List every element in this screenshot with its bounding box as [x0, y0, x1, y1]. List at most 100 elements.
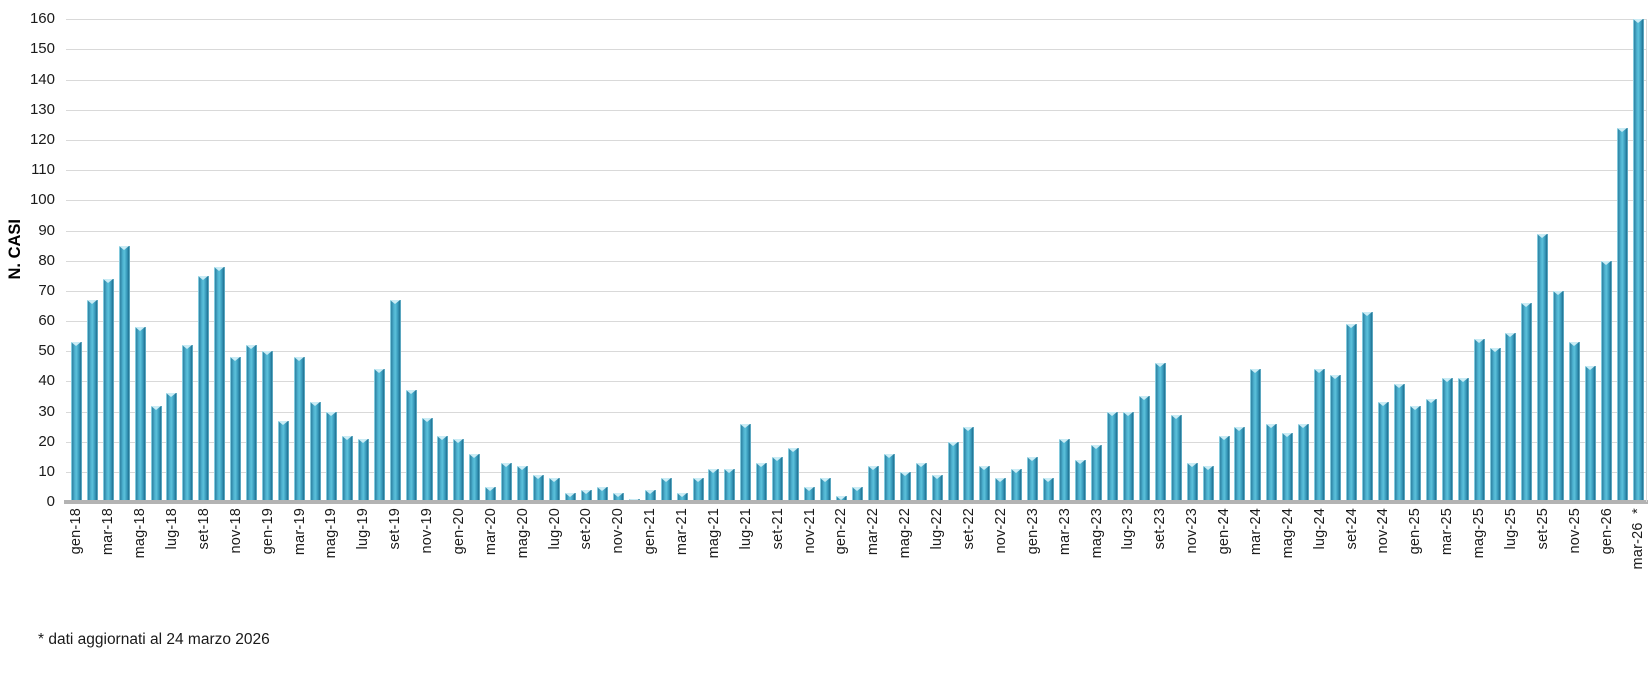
- x-tick-label: set-23: [1152, 508, 1169, 550]
- x-tick-label: gen-21: [642, 508, 659, 555]
- gridline: [66, 230, 1646, 232]
- bar-mar-18: [102, 278, 114, 502]
- plot-right-border: [1646, 19, 1647, 502]
- y-tick-label: 50: [38, 342, 55, 360]
- gridline: [66, 140, 1646, 141]
- x-tick-label: mar-26 *: [1630, 508, 1647, 570]
- bar-giu-22: [915, 462, 927, 502]
- y-tick-label: 60: [38, 312, 55, 329]
- bar-dic-23: [1202, 465, 1214, 502]
- x-tick-label: mag-21: [705, 508, 722, 559]
- bar-lug-21: [740, 423, 752, 502]
- bar-ago-25: [1521, 302, 1533, 502]
- x-tick-label: mag-18: [132, 508, 149, 559]
- bar-nov-21: [804, 486, 815, 502]
- bar-ott-18: [214, 266, 226, 502]
- x-tick-label: mag-19: [323, 508, 340, 559]
- bar-feb-22: [851, 486, 863, 502]
- bar-feb-21: [660, 477, 672, 502]
- x-tick-label: lug-23: [1120, 508, 1137, 550]
- x-tick-label: nov-19: [419, 508, 435, 554]
- bar-dic-21: [820, 477, 831, 502]
- x-tick-label: lug-24: [1311, 508, 1328, 550]
- bar-feb-25: [1425, 399, 1437, 502]
- y-tick-label: 120: [29, 131, 55, 148]
- bar-gen-23: [1027, 456, 1039, 502]
- x-tick-label: lug-20: [546, 508, 563, 550]
- x-tick-label: nov-25: [1566, 508, 1583, 554]
- x-tick-label: set-20: [578, 508, 595, 550]
- bar-gen-26: [1601, 260, 1612, 502]
- x-tick-label: mag-20: [514, 508, 531, 559]
- bar-ago-19: [373, 369, 385, 502]
- bar-lug-22: [931, 474, 943, 502]
- bar-set-25: [1537, 233, 1549, 502]
- gridline: [66, 471, 1646, 473]
- bar-lug-20: [549, 477, 560, 502]
- bar-apr-20: [501, 462, 513, 502]
- x-tick-label: gen-22: [833, 508, 850, 555]
- bar-mar-26: [1632, 19, 1644, 502]
- bar-ago-20: [564, 492, 576, 502]
- y-tick-label: 10: [38, 462, 55, 480]
- y-tick-label: 70: [38, 281, 55, 299]
- x-tick-label: mar-20: [482, 508, 499, 556]
- bar-apr-19: [309, 402, 321, 502]
- y-tick-label: 130: [29, 100, 55, 118]
- bar-nov-25: [1569, 342, 1581, 502]
- x-tick-label: nov-21: [801, 508, 818, 554]
- gridline: [66, 260, 1646, 262]
- footnote: * dati aggiornati al 24 marzo 2026: [38, 631, 270, 648]
- bar-giu-25: [1489, 348, 1501, 502]
- x-tick-label: mar-23: [1056, 508, 1073, 556]
- x-tick-label: nov-23: [1184, 508, 1201, 554]
- bar-lug-24: [1314, 369, 1326, 502]
- x-tick-label: lug-22: [929, 508, 946, 550]
- bar-mag-25: [1473, 339, 1485, 502]
- bar-set-22: [963, 426, 975, 502]
- gridline: [66, 109, 1646, 111]
- bar-feb-24: [1234, 426, 1246, 502]
- bar-set-24: [1346, 324, 1357, 502]
- x-tick-label: nov-18: [227, 508, 244, 554]
- x-tick-label: nov-22: [992, 508, 1009, 554]
- x-tick-label: mar-24: [1247, 508, 1264, 556]
- bar-apr-25: [1457, 378, 1469, 502]
- y-tick-label: 80: [38, 251, 55, 269]
- bar-ott-25: [1553, 290, 1565, 502]
- x-tick-label: lug-19: [355, 508, 372, 550]
- bar-feb-18: [86, 299, 98, 502]
- x-tick-label: mar-19: [291, 508, 308, 556]
- x-tick-label: mag-25: [1471, 508, 1487, 559]
- gridline: [66, 49, 1646, 51]
- gridline: [66, 19, 1646, 21]
- bar-lug-19: [357, 438, 369, 502]
- bar-mar-19: [294, 357, 305, 502]
- x-tick-label: set-24: [1343, 508, 1360, 550]
- x-tick-label: set-21: [769, 508, 786, 550]
- bar-dic-22: [1011, 468, 1023, 502]
- y-tick-label: 40: [38, 372, 55, 390]
- x-tick-label: lug-21: [737, 508, 754, 550]
- y-tick-label: 150: [29, 40, 55, 58]
- x-tick-label: gen-23: [1024, 508, 1041, 555]
- bar-mag-20: [517, 465, 529, 502]
- bar-ott-19: [405, 390, 417, 502]
- y-tick-label: 20: [38, 432, 55, 450]
- bar-lug-18: [166, 393, 178, 502]
- bar-set-19: [389, 299, 401, 502]
- bar-mag-22: [899, 471, 911, 502]
- bar-gen-18: [70, 342, 82, 502]
- gridline: [66, 79, 1646, 81]
- y-tick-label: 0: [46, 493, 55, 510]
- bar-ago-22: [947, 441, 959, 502]
- bar-feb-26: [1617, 127, 1628, 502]
- x-tick-label: lug-18: [163, 508, 180, 550]
- bar-mag-18: [134, 327, 146, 502]
- x-tick-label: nov-24: [1375, 508, 1392, 554]
- bar-ago-24: [1330, 375, 1342, 502]
- x-tick-label: nov-20: [610, 508, 627, 554]
- x-tick-label: gen-24: [1216, 508, 1232, 555]
- bar-dic-25: [1585, 366, 1597, 502]
- x-tick-label: mar-18: [100, 508, 117, 556]
